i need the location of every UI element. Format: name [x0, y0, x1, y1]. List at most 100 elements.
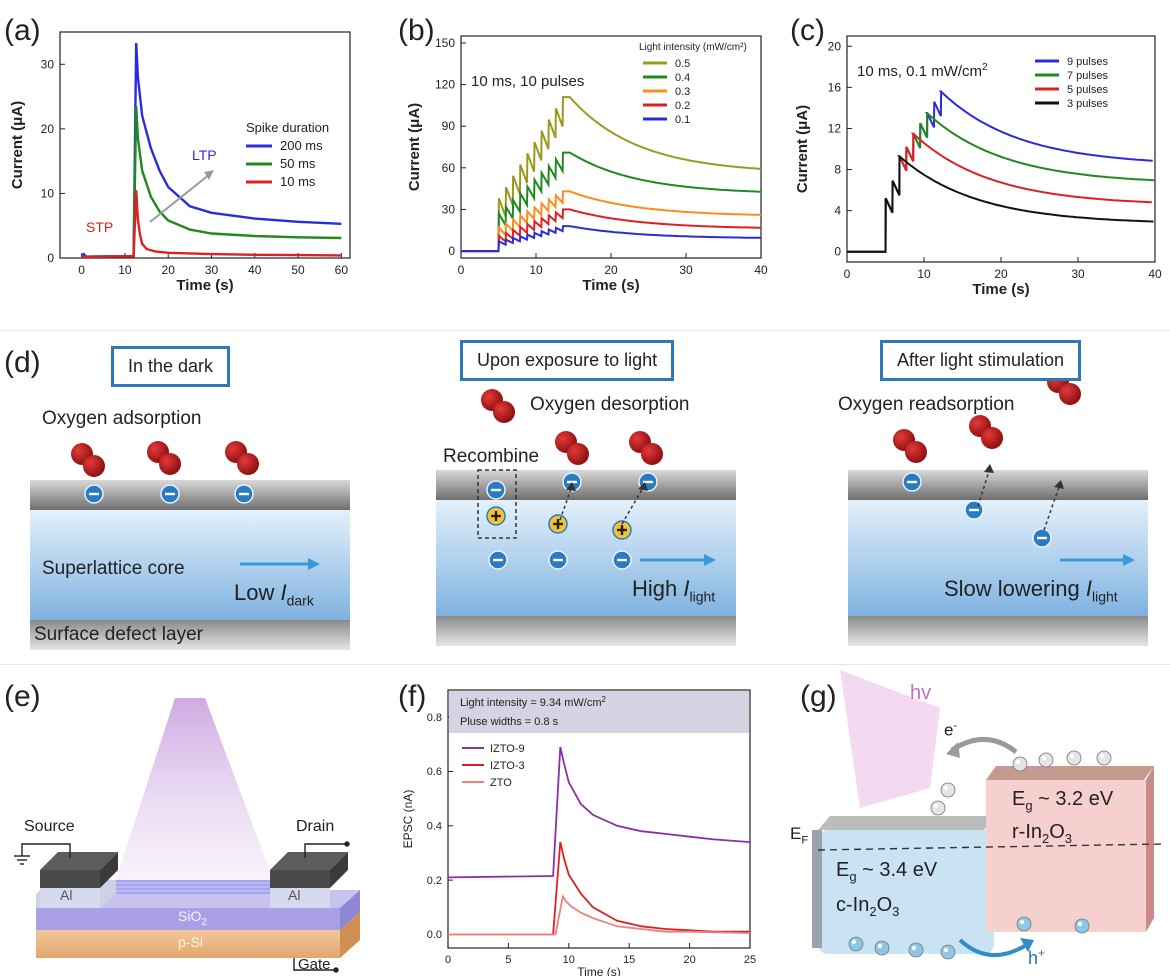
x-tick-label: 15 [623, 954, 635, 966]
annotation-ltp: LTP [192, 147, 217, 163]
y-tick-label: 20 [41, 122, 55, 136]
panel-label-g: (g) [800, 680, 837, 713]
y-tick-label: 10 [41, 186, 55, 200]
y-tick-label: 120 [435, 78, 455, 92]
y-tick-label: 30 [442, 202, 456, 216]
plot-frame [59, 31, 351, 259]
oxygen-molecule-7 [969, 415, 1003, 449]
plot-frame [447, 689, 751, 949]
fermi-level [817, 843, 1163, 851]
source-label: Source [24, 818, 75, 835]
legend-title: Light intensity (mW/cm²) [639, 42, 747, 53]
x-tick-label: 30 [679, 263, 693, 277]
electron-ball-4-shine [1069, 753, 1075, 759]
recombine-label: Recombine [443, 446, 540, 467]
legend-label-0: 9 pulses [1067, 56, 1108, 68]
y-axis-label: EPSC (nA) [401, 790, 415, 849]
slab-after [848, 470, 1148, 646]
device-schematic [14, 698, 360, 973]
superlattice-core-label: Superlattice core [42, 558, 185, 579]
panel-g-band: hv e- h+ EF Eg ~ 3.2 eV r-In2O3 Eg ~ 3.4… [790, 668, 1170, 976]
electron-ball-1-shine [943, 785, 949, 791]
legend-label-0: 0.5 [675, 58, 690, 70]
legend-title: Spike duration [246, 120, 329, 135]
info-line-1-sup: 2 [602, 695, 607, 704]
hole-ball-5-shine [1077, 921, 1083, 927]
y-tick-label: 0.8 [427, 712, 442, 724]
transfer-arrows [559, 467, 1061, 531]
surface-electron-1 [160, 484, 180, 504]
oxygen-atom [905, 441, 927, 463]
legend-label-3: 0.2 [675, 100, 690, 112]
series-line-0 [461, 96, 762, 253]
panel-label-c: (c) [790, 14, 825, 47]
x-tick-label: 30 [205, 263, 219, 277]
legend-label-0: IZTO-9 [490, 743, 525, 755]
sio2-label: SiO2 [178, 908, 207, 928]
transfer-arrowheads [566, 464, 1064, 491]
x-tick-label: 20 [162, 263, 176, 277]
oxygen-molecules [71, 371, 1081, 477]
core-electron-3 [964, 500, 984, 520]
legend-label-2: 10 ms [280, 174, 316, 189]
panel-e-device: Source Drain Gate Al Al SiO2 p-Si [0, 668, 395, 976]
right-eg-label: Eg ~ 3.2 eV r-In2O3 [1012, 788, 1114, 846]
electron-ball-0 [930, 800, 946, 816]
series-line-2 [81, 190, 342, 258]
panel-label-e: (e) [4, 680, 41, 713]
minus-sign [493, 558, 503, 562]
recombine-box [477, 469, 517, 539]
al-left-label: Al [60, 887, 73, 903]
electron-ball-3 [1038, 752, 1054, 768]
x-tick-label: 25 [744, 954, 756, 966]
x-tick-label: 50 [291, 263, 305, 277]
x-tick-label: 10 [917, 267, 931, 281]
hole-ball-0-shine [851, 939, 857, 945]
hole-ball-5 [1074, 918, 1090, 934]
hole-ball-2 [908, 942, 924, 958]
charge-carriers [84, 472, 1052, 570]
series-line-3 [847, 155, 1154, 253]
box-exposure: Upon exposure to light [460, 340, 675, 381]
oxygen-atom [641, 443, 663, 465]
y-tick-label: 150 [435, 36, 455, 50]
x-tick-label: 40 [248, 263, 262, 277]
oxygen-atom [83, 455, 105, 477]
gate-label: Gate [298, 956, 331, 973]
surface-electron-6 [902, 472, 922, 492]
slow-lowering-label: Slow lowering Ilight [944, 576, 1118, 605]
oxygen-atom [567, 443, 589, 465]
oxygen-adsorption-label: Oxygen adsorption [42, 408, 202, 429]
x-axis-label: Time (s) [577, 965, 621, 976]
light-beam [110, 698, 280, 898]
electron-ball-4 [1066, 750, 1082, 766]
y-axis-label: Current (μA) [406, 103, 423, 191]
electron-ball-5 [1096, 750, 1112, 766]
y-tick-label: 30 [41, 57, 55, 71]
x-tick-label: 20 [683, 954, 695, 966]
hole-arrow [958, 938, 1030, 958]
x-tick-label: 0 [78, 263, 85, 277]
x-axis-label: Time (s) [582, 277, 639, 294]
annotation-sup: 2 [982, 62, 988, 73]
panel-label-d: (d) [4, 346, 41, 379]
psi-label: p-Si [178, 934, 203, 950]
box-after: After light stimulation [880, 340, 1082, 381]
legend-label-1: 50 ms [280, 156, 316, 171]
x-axis-label: Time (s) [972, 281, 1029, 298]
core-electron-4 [1032, 528, 1052, 548]
series-line-1 [461, 151, 762, 253]
hole-2 [612, 520, 632, 540]
slab-dark [30, 480, 350, 650]
wires [14, 841, 350, 973]
electrode-right [270, 852, 348, 870]
y-tick-label: 0.4 [427, 820, 442, 832]
hole-ball-2-shine [911, 945, 917, 951]
x-tick-label: 40 [1148, 267, 1162, 281]
chart-b: 0 10 20 30 40 0 30 60 90 120 150 Time (s) Current (μ… [406, 35, 768, 294]
electron-ball-1 [940, 782, 956, 798]
legend-label-1: IZTO-3 [490, 760, 525, 772]
hole-ball-4-shine [1019, 919, 1025, 925]
oxygen-molecule-5 [629, 431, 663, 465]
